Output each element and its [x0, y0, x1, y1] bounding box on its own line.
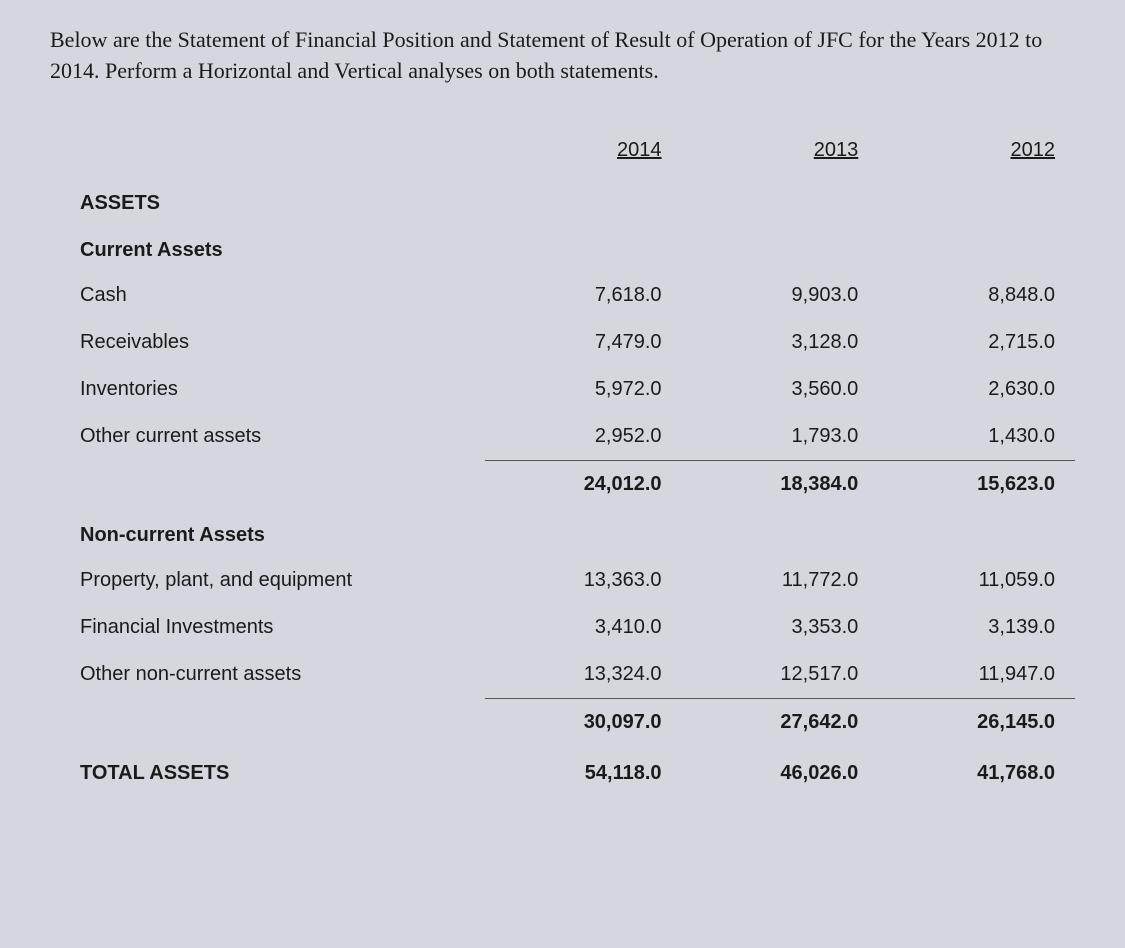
cell-value: 3,353.0 [682, 604, 879, 651]
table-row: Receivables 7,479.0 3,128.0 2,715.0 [50, 319, 1075, 366]
current-subtotal-row: 24,012.0 18,384.0 15,623.0 [50, 460, 1075, 508]
cell-value: 2,715.0 [878, 319, 1075, 366]
cell-value: 2,952.0 [485, 413, 682, 461]
table-row: Other current assets 2,952.0 1,793.0 1,4… [50, 413, 1075, 461]
cell-value: 27,642.0 [682, 698, 879, 746]
assets-label: ASSETS [50, 174, 485, 223]
cell-value: 11,947.0 [878, 651, 1075, 699]
noncurrent-assets-label: Non-current Assets [50, 508, 485, 557]
table-row: Other non-current assets 13,324.0 12,517… [50, 651, 1075, 699]
cell-value: 13,363.0 [485, 557, 682, 604]
cell-value: 7,479.0 [485, 319, 682, 366]
row-label: Receivables [50, 319, 485, 366]
cell-value: 3,410.0 [485, 604, 682, 651]
row-label: Property, plant, and equipment [50, 557, 485, 604]
noncurrent-subtotal-row: 30,097.0 27,642.0 26,145.0 [50, 698, 1075, 746]
row-label: Cash [50, 272, 485, 319]
cell-value: 30,097.0 [485, 698, 682, 746]
cell-value: 26,145.0 [878, 698, 1075, 746]
cell-value: 2,630.0 [878, 366, 1075, 413]
cell-value: 3,139.0 [878, 604, 1075, 651]
cell-value: 46,026.0 [682, 746, 879, 797]
cell-value: 15,623.0 [878, 460, 1075, 508]
year-2012: 2012 [878, 127, 1075, 174]
table-row: Property, plant, and equipment 13,363.0 … [50, 557, 1075, 604]
financial-statement-table: 2014 2013 2012 ASSETS Current Assets Cas… [50, 127, 1075, 797]
row-label: Inventories [50, 366, 485, 413]
cell-value: 41,768.0 [878, 746, 1075, 797]
cell-value: 3,128.0 [682, 319, 879, 366]
year-2013: 2013 [682, 127, 879, 174]
cell-value: 5,972.0 [485, 366, 682, 413]
blank-header [50, 127, 485, 174]
year-2014: 2014 [485, 127, 682, 174]
table-row: Cash 7,618.0 9,903.0 8,848.0 [50, 272, 1075, 319]
row-label: Other current assets [50, 413, 485, 461]
cell-value: 1,793.0 [682, 413, 879, 461]
noncurrent-assets-header-row: Non-current Assets [50, 508, 1075, 557]
cell-value: 13,324.0 [485, 651, 682, 699]
description-text: Below are the Statement of Financial Pos… [50, 25, 1075, 87]
table-row: Financial Investments 3,410.0 3,353.0 3,… [50, 604, 1075, 651]
year-header-row: 2014 2013 2012 [50, 127, 1075, 174]
total-assets-row: TOTAL ASSETS 54,118.0 46,026.0 41,768.0 [50, 746, 1075, 797]
cell-value: 1,430.0 [878, 413, 1075, 461]
cell-value: 12,517.0 [682, 651, 879, 699]
cell-value: 24,012.0 [485, 460, 682, 508]
cell-value: 11,059.0 [878, 557, 1075, 604]
cell-value: 8,848.0 [878, 272, 1075, 319]
row-label: Other non-current assets [50, 651, 485, 699]
current-assets-header-row: Current Assets [50, 223, 1075, 272]
row-label: Financial Investments [50, 604, 485, 651]
cell-value: 9,903.0 [682, 272, 879, 319]
cell-value: 54,118.0 [485, 746, 682, 797]
cell-value: 3,560.0 [682, 366, 879, 413]
cell-value: 7,618.0 [485, 272, 682, 319]
row-label [50, 698, 485, 746]
table-row: Inventories 5,972.0 3,560.0 2,630.0 [50, 366, 1075, 413]
cell-value: 11,772.0 [682, 557, 879, 604]
total-assets-label: TOTAL ASSETS [50, 746, 485, 797]
assets-header-row: ASSETS [50, 174, 1075, 223]
row-label [50, 460, 485, 508]
cell-value: 18,384.0 [682, 460, 879, 508]
current-assets-label: Current Assets [50, 223, 485, 272]
